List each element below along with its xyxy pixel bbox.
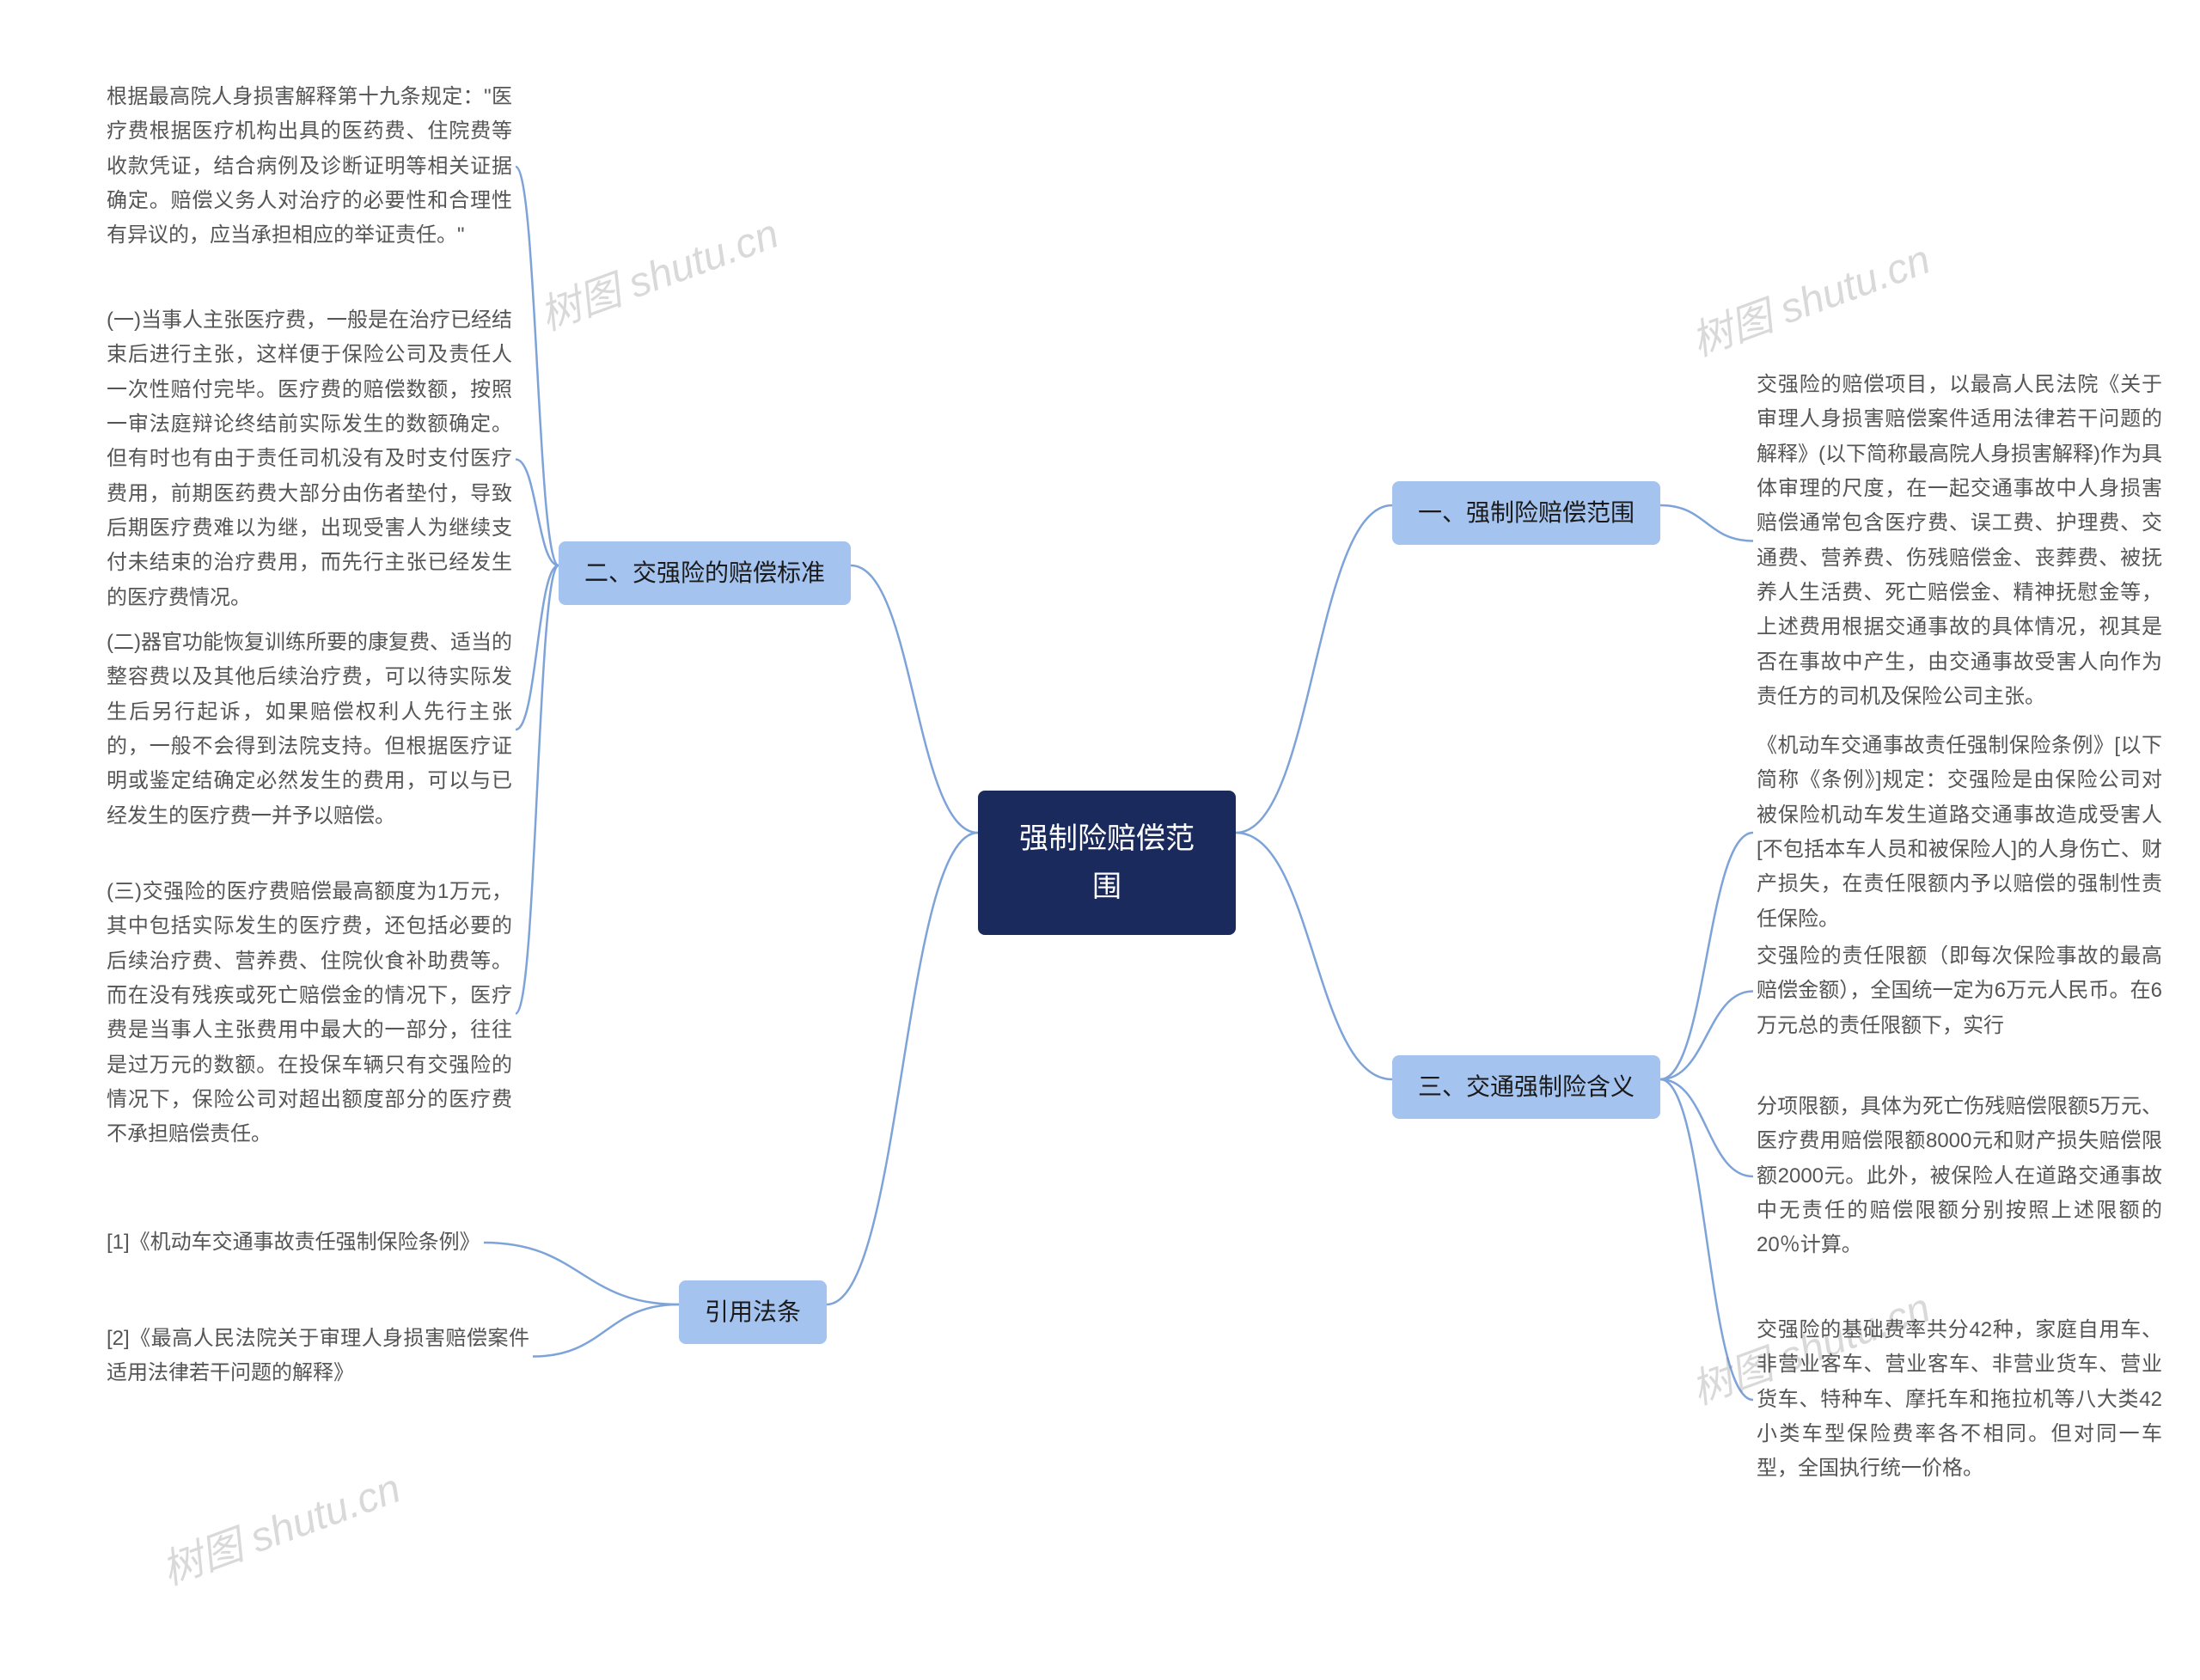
leaf-r1-0: 交强险的赔偿项目，以最高人民法院《关于审理人身损害赔偿案件适用法律若干问题的解释… (1753, 361, 2166, 721)
branch-r1: 一、强制险赔偿范围 (1392, 481, 1660, 545)
leaf-l2-0: 根据最高院人身损害解释第十九条规定："医疗费根据医疗机构出具的医药费、住院费等收… (103, 73, 516, 260)
watermark-0: 树图 shutu.cn (152, 1454, 407, 1596)
leaf-r3-1: 交强险的责任限额（即每次保险事故的最高赔偿金额），全国统一定为6万元人民币。在6… (1753, 932, 2166, 1050)
branch-l2: 二、交强险的赔偿标准 (559, 541, 851, 605)
leaf-lref-0: [1]《机动车交通事故责任强制保险条例》 (103, 1219, 484, 1267)
watermark-1: 树图 shutu.cn (530, 199, 785, 341)
leaf-l2-1: (一)当事人主张医疗费，一般是在治疗已经结束后进行主张，这样便于保险公司及责任人… (103, 296, 516, 622)
branch-lref: 引用法条 (679, 1280, 827, 1344)
leaf-r3-0: 《机动车交通事故责任强制保险条例》[以下简称《条例》]规定：交强险是由保险公司对… (1753, 722, 2166, 944)
leaf-lref-1: [2]《最高人民法院关于审理人身损害赔偿案件适用法律若干问题的解释》 (103, 1315, 533, 1398)
leaf-r3-2: 分项限额，具体为死亡伤残赔偿限额5万元、医疗费用赔偿限额8000元和财产损失赔偿… (1753, 1083, 2166, 1270)
root-node: 强制险赔偿范围 (978, 791, 1236, 935)
branch-r3: 三、交通强制险含义 (1392, 1055, 1660, 1119)
leaf-l2-3: (三)交强险的医疗费赔偿最高额度为1万元，其中包括实际发生的医疗费，还包括必要的… (103, 868, 516, 1159)
watermark-2: 树图 shutu.cn (1682, 225, 1937, 367)
leaf-r3-3: 交强险的基础费率共分42种，家庭自用车、非营业客车、营业客车、非营业货车、营业货… (1753, 1306, 2166, 1494)
leaf-l2-2: (二)器官功能恢复训练所要的康复费、适当的整容费以及其他后续治疗费，可以待实际发… (103, 619, 516, 840)
